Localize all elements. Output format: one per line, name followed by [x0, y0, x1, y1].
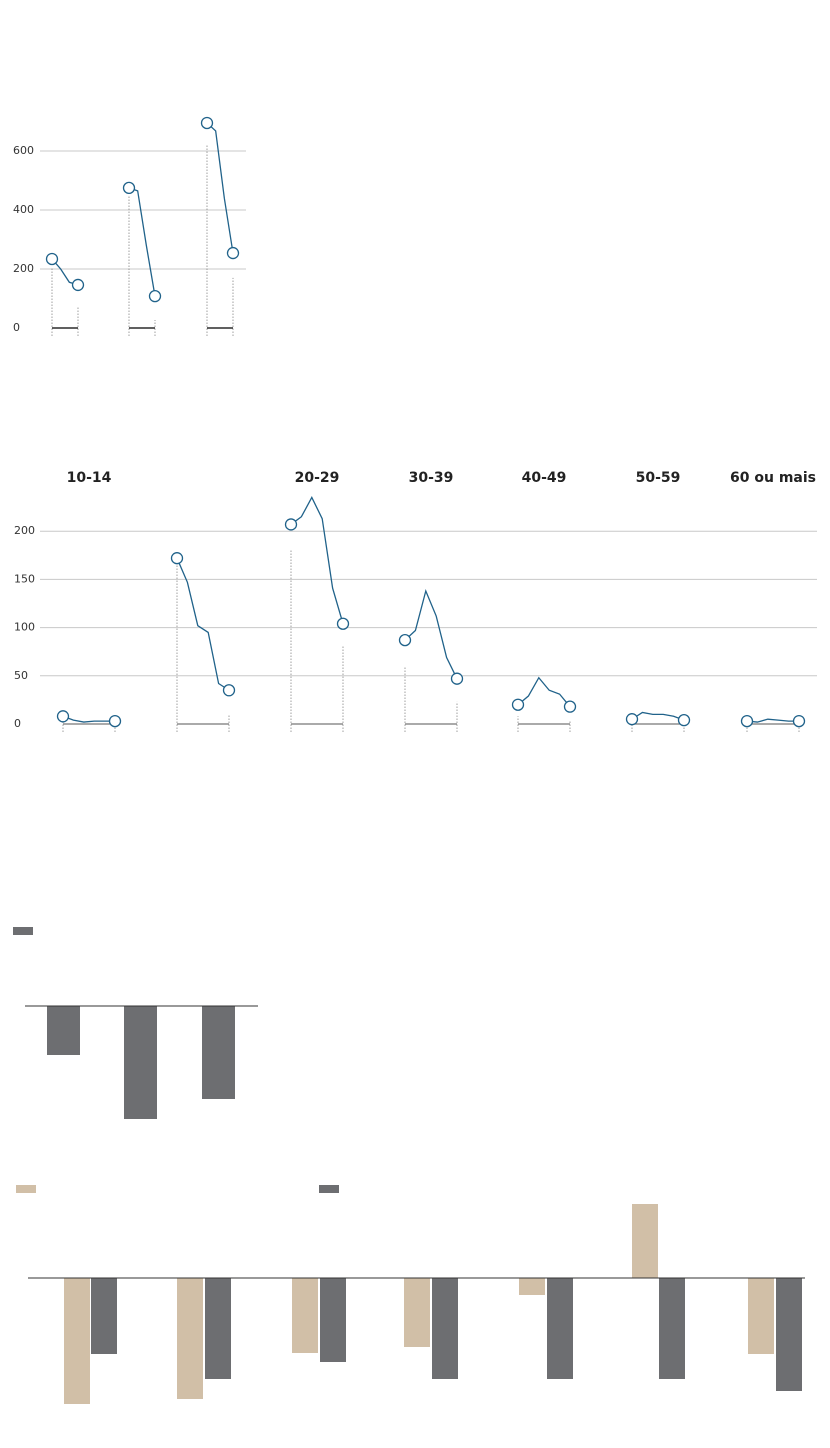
- bar: [320, 1278, 346, 1362]
- y-tick-label: 600: [13, 144, 34, 157]
- end-point: [56, 710, 70, 723]
- end-point: [222, 684, 236, 697]
- bar: [202, 1006, 235, 1099]
- y-tick-label: 100: [14, 621, 35, 634]
- bar: [519, 1278, 545, 1295]
- end-point: [122, 181, 136, 195]
- line: [404, 588, 458, 679]
- bar: [91, 1278, 117, 1354]
- end-point: [336, 617, 350, 630]
- end-point: [398, 633, 412, 647]
- bar: [632, 1204, 658, 1278]
- end-point: [677, 713, 691, 727]
- bar: [177, 1278, 203, 1399]
- line: [517, 676, 571, 708]
- y-tick-label: 400: [13, 203, 34, 216]
- y-tick-label: 200: [13, 262, 34, 275]
- category-label: 10-14: [67, 470, 112, 486]
- line: [206, 122, 234, 254]
- y-tick-label: 0: [14, 717, 21, 730]
- bar: [124, 1006, 157, 1119]
- end-point: [108, 714, 122, 728]
- end-point: [170, 552, 184, 565]
- y-tick-label: 50: [14, 669, 28, 682]
- legend-swatch: [13, 927, 33, 935]
- category-label: 30-39: [409, 470, 454, 486]
- end-point: [45, 252, 59, 266]
- bar: [205, 1278, 231, 1379]
- bar: [404, 1278, 430, 1347]
- category-label: 40-49: [522, 470, 567, 486]
- end-point: [148, 289, 162, 303]
- end-point: [200, 116, 214, 130]
- y-tick-label: 0: [13, 321, 20, 334]
- legend-swatch: [319, 1185, 339, 1193]
- bar: [432, 1278, 458, 1379]
- end-point: [792, 714, 806, 728]
- bar: [292, 1278, 318, 1353]
- end-point: [625, 713, 639, 726]
- line: [176, 557, 230, 691]
- line: [62, 715, 115, 723]
- legend-swatch: [16, 1185, 36, 1193]
- end-point: [740, 714, 754, 728]
- bar: [47, 1006, 80, 1055]
- y-tick-label: 150: [14, 572, 35, 585]
- bar: [659, 1278, 685, 1379]
- end-point: [511, 698, 525, 711]
- bar: [547, 1278, 573, 1379]
- end-point: [450, 672, 464, 685]
- line: [290, 496, 344, 624]
- category-label: 20-29: [295, 470, 340, 486]
- bar: [748, 1278, 774, 1354]
- category-label: 50-59: [636, 470, 681, 486]
- end-point: [563, 700, 577, 713]
- category-label: 60 ou mais: [730, 470, 816, 486]
- line: [631, 711, 685, 721]
- bar: [64, 1278, 90, 1404]
- line: [746, 718, 799, 723]
- end-point: [226, 246, 240, 260]
- line: [128, 187, 156, 297]
- end-point: [71, 278, 85, 292]
- bar: [776, 1278, 802, 1391]
- end-point: [284, 518, 298, 531]
- y-tick-label: 200: [14, 524, 35, 537]
